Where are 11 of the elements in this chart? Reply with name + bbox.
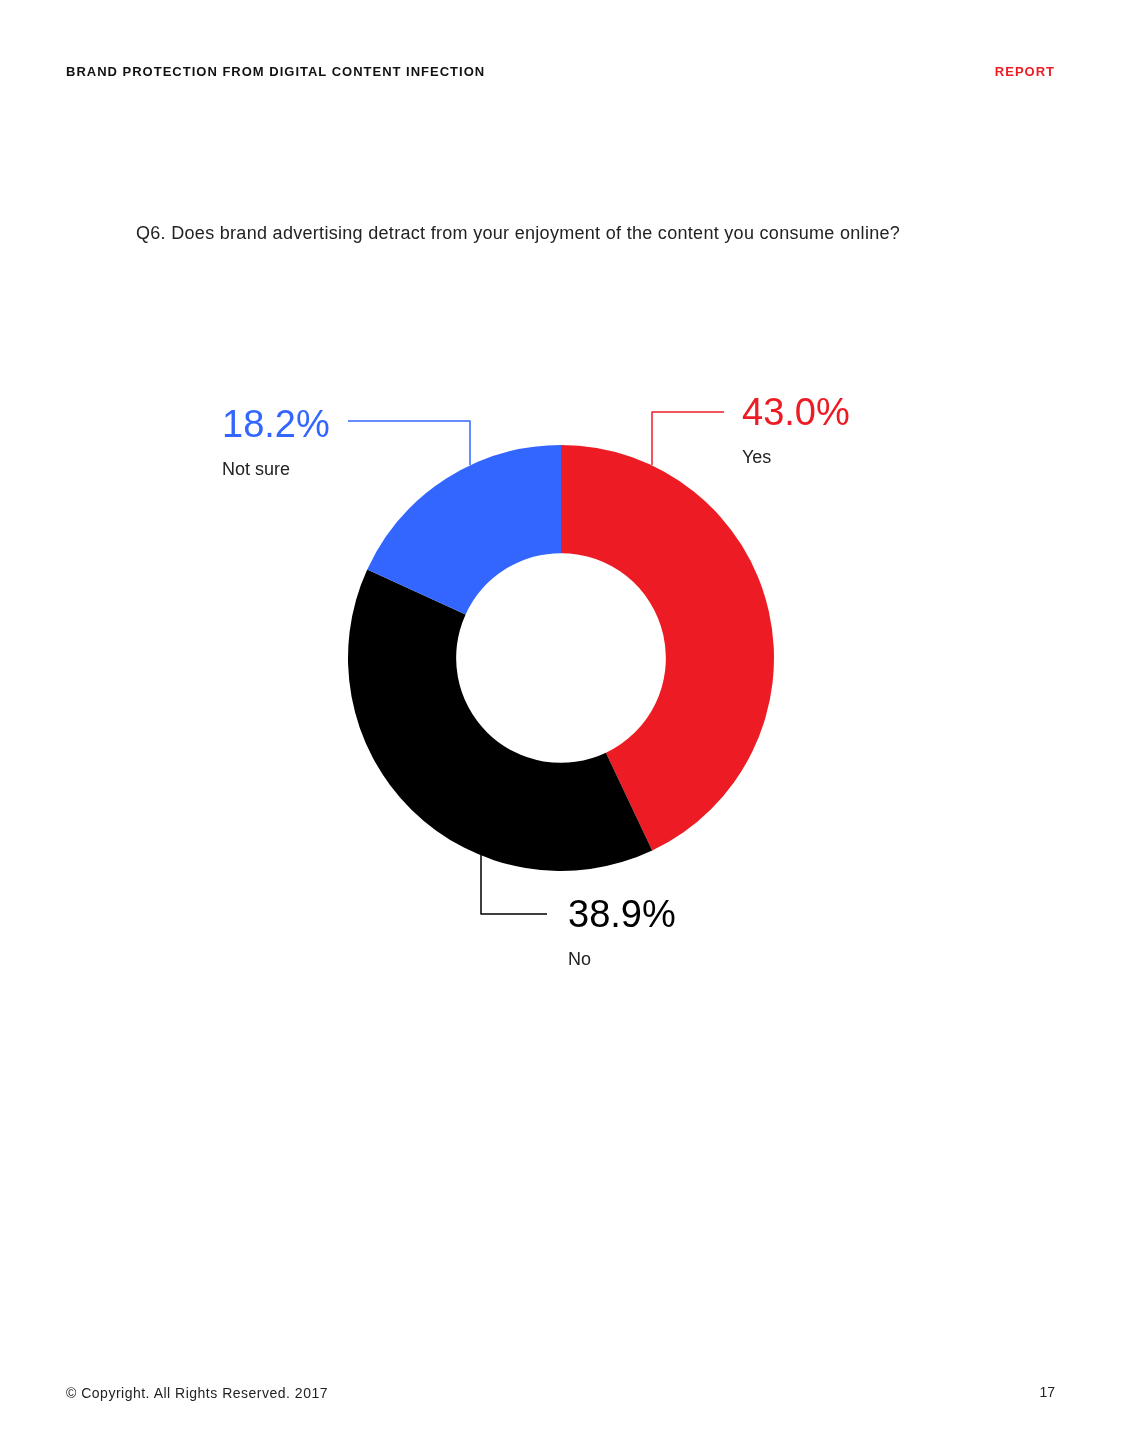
slice-label: No	[568, 949, 592, 969]
text: BRAND PROTECTION FROM DIGITAL CONTENT INFECTION	[66, 64, 486, 79]
text: © Copyright. All Rights Reserved. 2017	[66, 1385, 328, 1401]
text: 17	[1039, 1384, 1055, 1400]
data-label: 38.9%	[568, 893, 676, 935]
data-label: 43.0%	[742, 391, 850, 433]
text: REPORT	[994, 64, 1055, 79]
data-label: 18.2%	[222, 403, 330, 445]
slice-label: Yes	[742, 447, 772, 467]
slice-label: Not sure	[222, 459, 291, 479]
chart-title: Q6. Does brand advertising detract from your enjoyment of the content you consume online?	[136, 223, 901, 244]
